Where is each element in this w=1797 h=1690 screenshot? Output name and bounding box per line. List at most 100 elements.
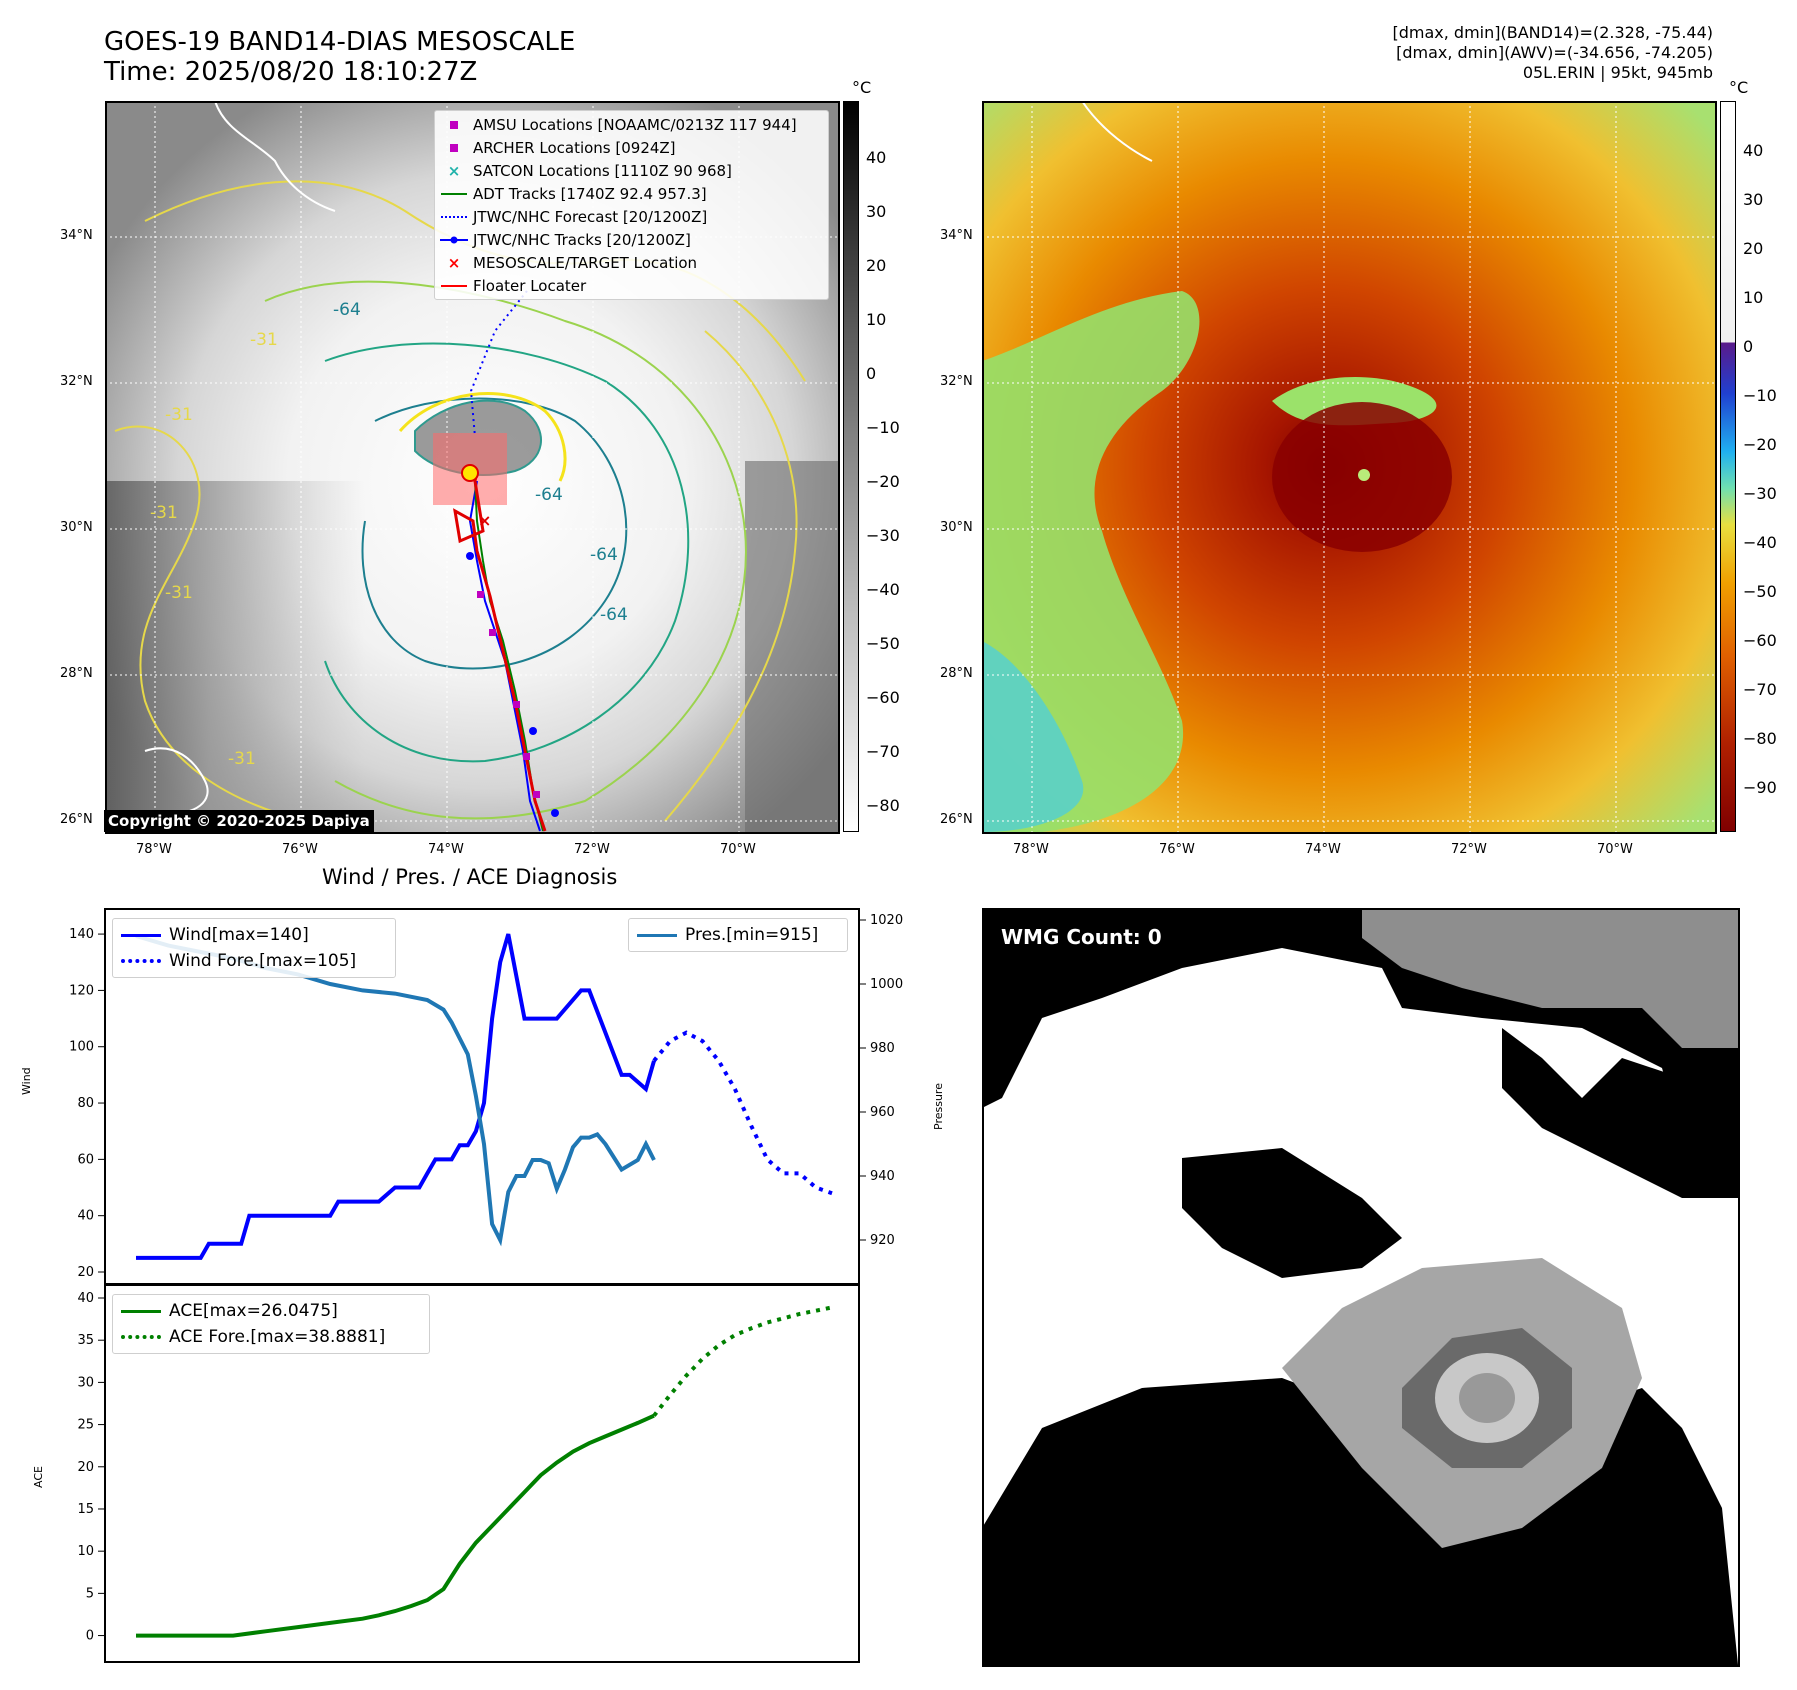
- x-marker-icon: ×: [447, 161, 461, 180]
- ace-tick-label: 5: [86, 1586, 94, 1601]
- colorbar-tick: 20: [866, 256, 887, 275]
- lon-label: 72°W: [1451, 842, 1487, 857]
- lon-label: 76°W: [1159, 842, 1195, 857]
- line-icon: [121, 933, 161, 937]
- colorbar-tick: −80: [866, 796, 900, 815]
- colorbar-tick: −20: [866, 472, 900, 491]
- colorbar-tick: −90: [1743, 778, 1777, 797]
- legend-label: ACE Fore.[max=38.8881]: [169, 1327, 386, 1347]
- line-icon: [637, 933, 677, 937]
- figure-time: Time: 2025/08/20 18:10:27Z: [104, 57, 478, 87]
- lat-label: 28°N: [60, 666, 93, 681]
- line-dot-icon: [435, 235, 473, 245]
- ace-tick-label: 15: [77, 1502, 94, 1517]
- square-marker-icon: [450, 143, 458, 152]
- storm-info: 05L.ERIN | 95kt, 945mb: [1522, 63, 1713, 82]
- wind-tick-label: 40: [77, 1209, 94, 1224]
- legend-label: SATCON Locations [1110Z 90 968]: [473, 161, 732, 180]
- line-icon: [441, 192, 467, 195]
- wind-axis-label: Wind: [20, 1067, 33, 1095]
- ace-chart: 40 35 30 25 20 15 10 5 0: [77, 1284, 860, 1663]
- band14-colorbar: [843, 101, 859, 832]
- colorbar-tick: −60: [866, 688, 900, 707]
- lat-label: 26°N: [940, 812, 973, 827]
- wmg-panel-frame: [982, 908, 1740, 1667]
- legend-label: Floater Locater: [473, 276, 587, 295]
- wmg-band: [1502, 1028, 1738, 1198]
- ace-tick-label: 40: [77, 1291, 94, 1306]
- wmg-eye-core: [1459, 1373, 1515, 1423]
- legend-entry-pressure: Pres.[min=915]: [629, 922, 847, 948]
- awv-colorbar: [1720, 101, 1736, 832]
- dotted-line-icon: [121, 959, 161, 963]
- colorbar-tick: −40: [1743, 533, 1777, 552]
- legend-label: JTWC/NHC Forecast [20/1200Z]: [473, 207, 708, 226]
- pressure-tick-label: 980: [870, 1041, 895, 1056]
- series-line-ace: [136, 1413, 655, 1638]
- colorbar-tick: 30: [1743, 190, 1764, 209]
- pressure-tick-label: 920: [870, 1233, 895, 1248]
- contour-label: -31: [250, 330, 278, 350]
- legend-entry-target: × MESOSCALE/TARGET Location: [435, 251, 828, 274]
- contour-label: -64: [590, 545, 618, 565]
- map-legend: AMSU Locations [NOAAMC/0213Z 117 944] AR…: [434, 110, 829, 300]
- legend-entry-adt: ADT Tracks [1740Z 92.4 957.3]: [435, 182, 828, 205]
- series-line-wind: [136, 933, 656, 1260]
- colorbar-tick: −50: [1743, 582, 1777, 601]
- legend-entry-satcon: × SATCON Locations [1110Z 90 968]: [435, 159, 828, 182]
- wmg-band-west: [1182, 1148, 1402, 1278]
- legend-label: ACE[max=26.0475]: [169, 1301, 338, 1321]
- colorbar-tick: 40: [1743, 141, 1764, 160]
- legend-label: AMSU Locations [NOAAMC/0213Z 117 944]: [473, 115, 797, 134]
- contour-label: -64: [600, 605, 628, 625]
- ace-axis: 40 35 30 25 20 15 10 5 0: [77, 1291, 104, 1644]
- colorbar-tick: 0: [866, 364, 877, 383]
- awv-gridlines: [982, 101, 1715, 832]
- legend-label: Wind Fore.[max=105]: [169, 951, 357, 971]
- pressure-tick-label: 960: [870, 1105, 895, 1120]
- ace-series: [136, 1305, 833, 1638]
- legend-label: Pres.[min=915]: [685, 925, 819, 945]
- colorbar-tick: 20: [1743, 239, 1764, 258]
- legend-label: ARCHER Locations [0924Z]: [473, 138, 676, 157]
- legend-label: MESOSCALE/TARGET Location: [473, 253, 698, 272]
- contour-label: -64: [333, 300, 361, 320]
- legend-entry-wind: Wind[max=140]: [113, 922, 395, 948]
- ace-tick-label: 0: [86, 1629, 94, 1644]
- colorbar-tick: −60: [1743, 631, 1777, 650]
- x-marker-icon: ×: [447, 253, 461, 272]
- lat-label: 30°N: [940, 520, 973, 535]
- dotted-line-icon: [441, 215, 467, 218]
- wind-tick-label: 80: [77, 1096, 94, 1111]
- ace-axis-label: ACE: [32, 1466, 45, 1488]
- dotted-line-icon: [121, 1335, 161, 1339]
- colorbar-unit: °C: [852, 78, 872, 97]
- coastline: [1081, 101, 1153, 162]
- lon-label: 70°W: [720, 842, 756, 857]
- colorbar-tick: 40: [866, 148, 887, 167]
- lon-label: 74°W: [428, 842, 464, 857]
- lon-label: 78°W: [1013, 842, 1049, 857]
- floater-track: [453, 470, 547, 832]
- dry-region-east: [745, 461, 838, 832]
- awv-map: [982, 101, 1715, 832]
- pressure-axis: 1020 1000 980 960 940 920: [860, 913, 903, 1248]
- contour-label: -31: [228, 749, 256, 769]
- lat-label: 28°N: [940, 666, 973, 681]
- colorbar-tick: 10: [866, 310, 887, 329]
- coastline: [214, 101, 336, 212]
- wind-legend: Wind[max=140] Wind Fore.[max=105]: [112, 918, 396, 978]
- legend-entry-amsu: AMSU Locations [NOAAMC/0213Z 117 944]: [435, 113, 828, 136]
- ace-tick-label: 25: [77, 1418, 94, 1433]
- legend-label: Wind[max=140]: [169, 925, 309, 945]
- lat-label: 34°N: [940, 228, 973, 243]
- lat-label: 34°N: [60, 228, 93, 243]
- lon-label: 72°W: [574, 842, 610, 857]
- colorbar-tick: −80: [1743, 729, 1777, 748]
- contour-label: -31: [165, 405, 193, 425]
- ace-chart-frame: [104, 1284, 860, 1663]
- colorbar-tick: −50: [866, 634, 900, 653]
- ace-legend: ACE[max=26.0475] ACE Fore.[max=38.8881]: [112, 1294, 430, 1354]
- forecast-track: [469, 290, 528, 438]
- lon-label: 76°W: [282, 842, 318, 857]
